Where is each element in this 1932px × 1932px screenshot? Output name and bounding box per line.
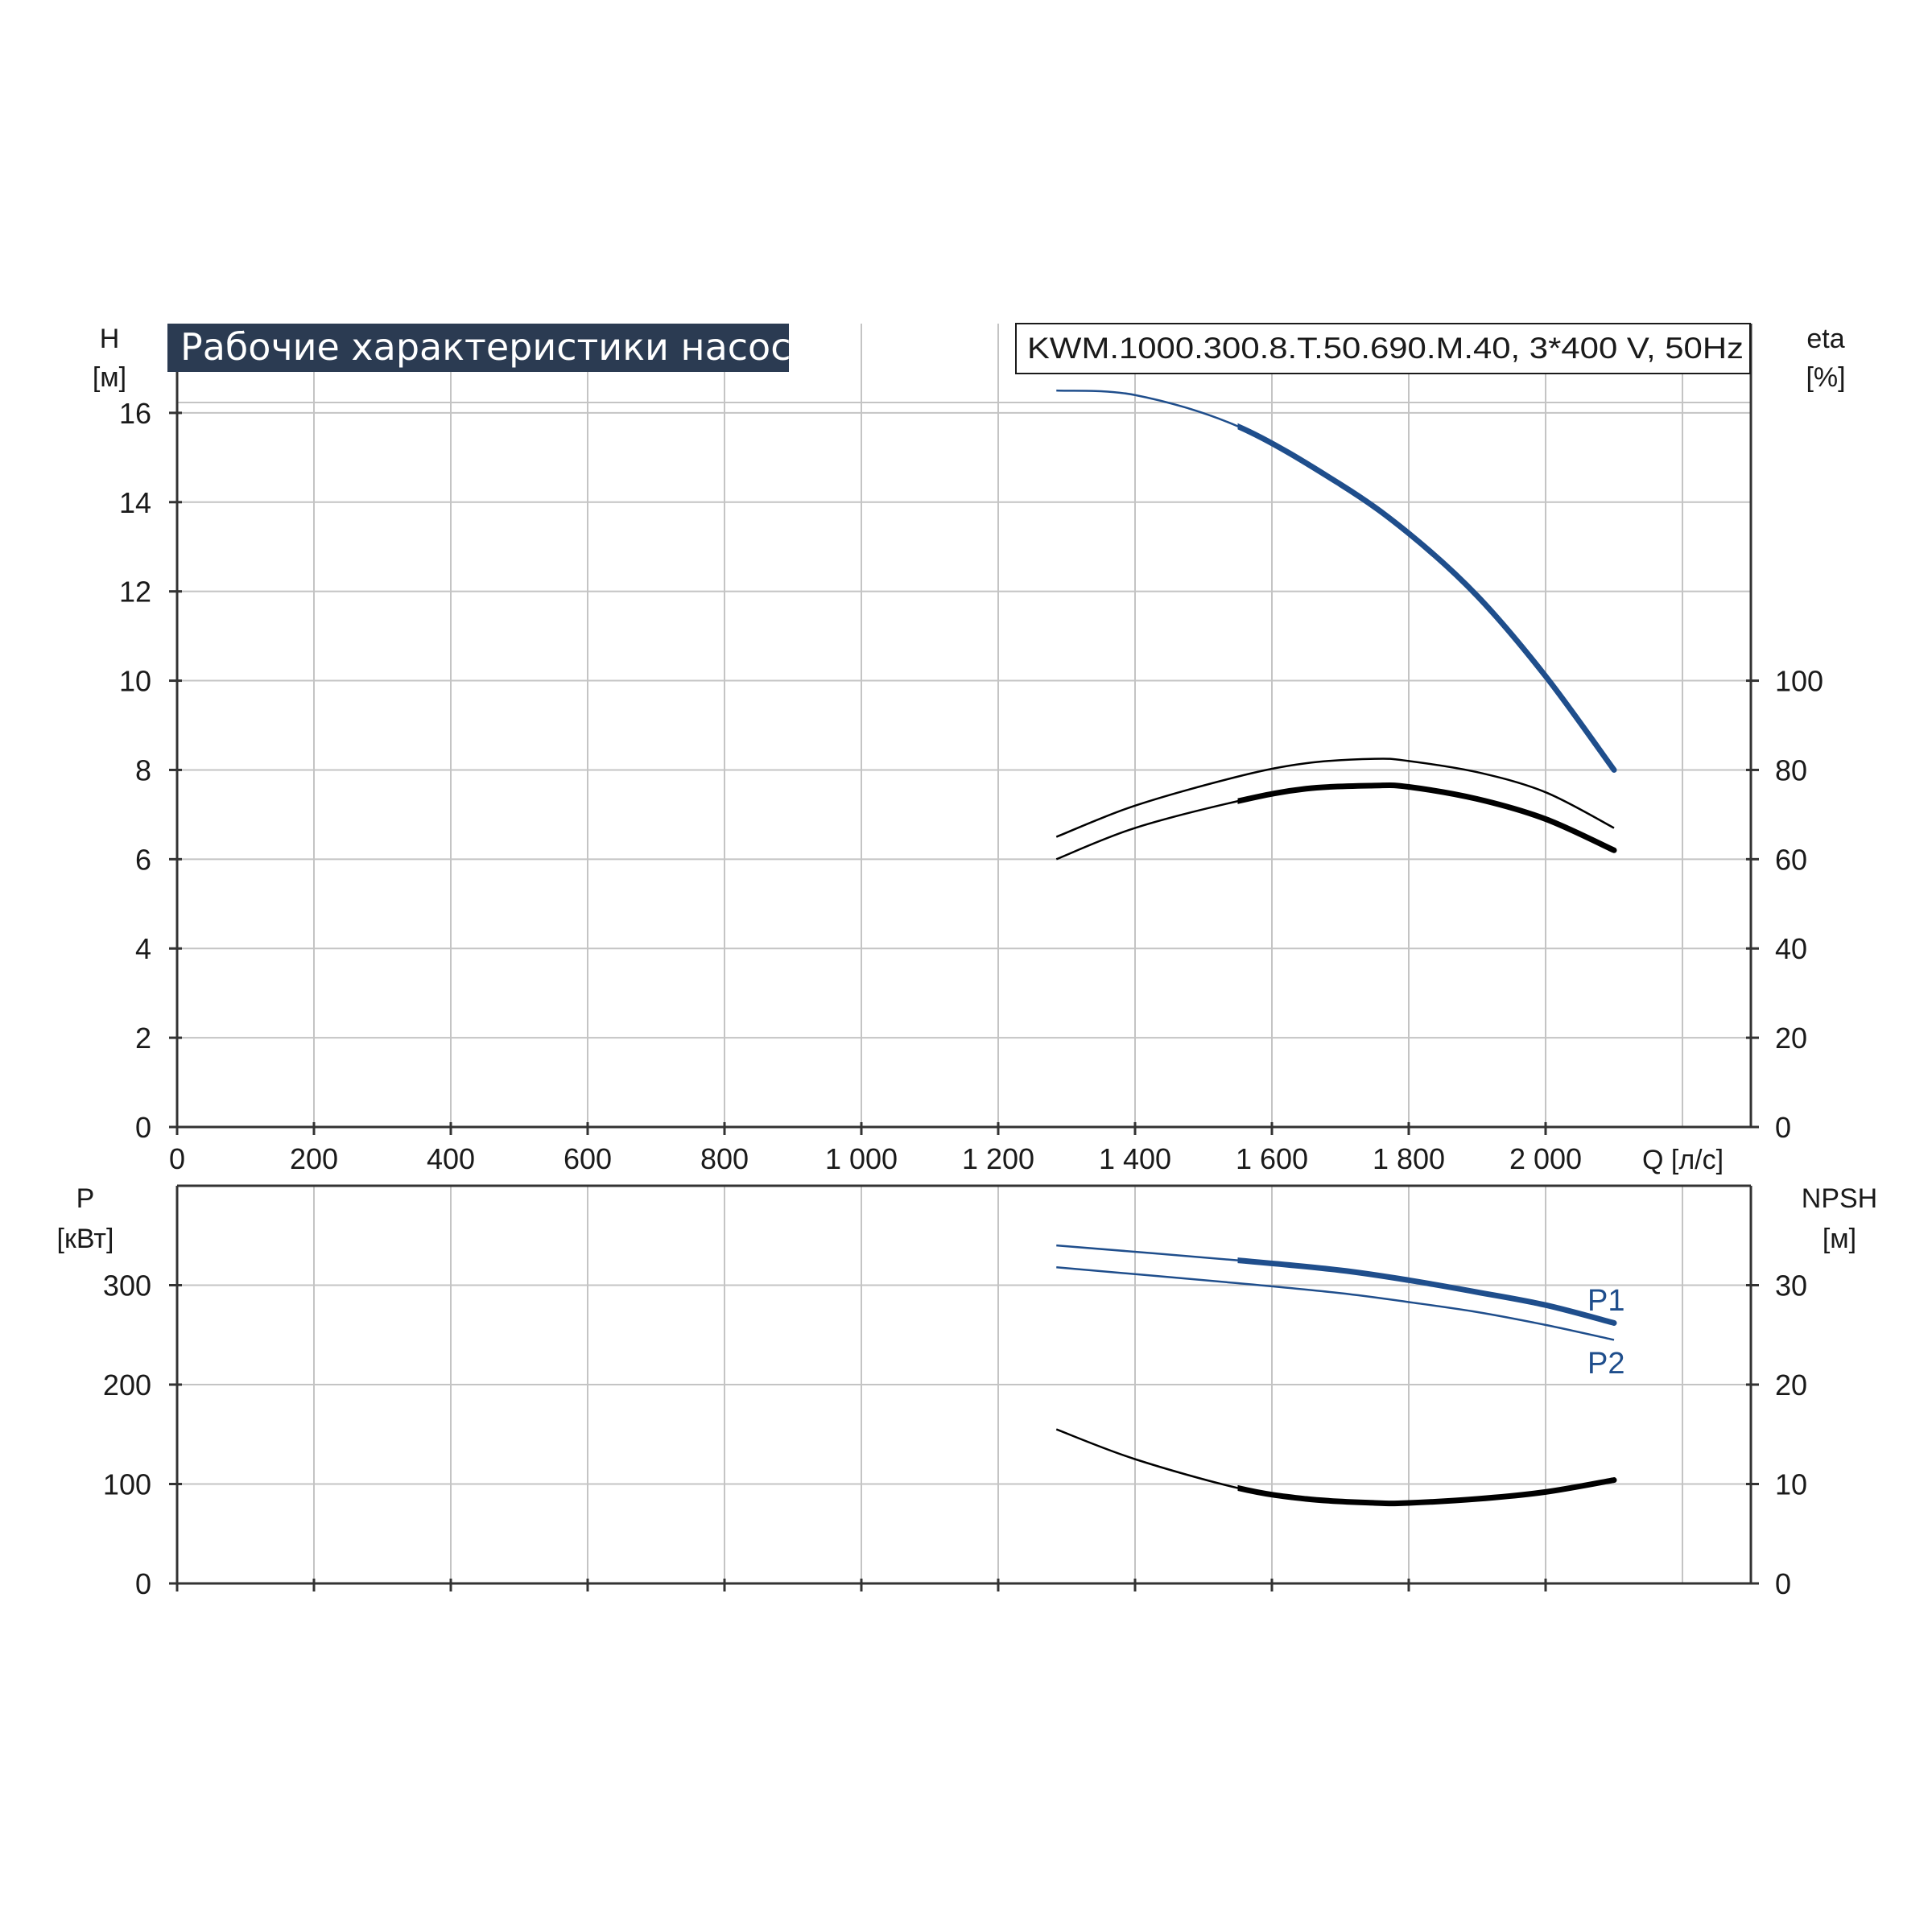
upper-right-tick-label: 80 [1775, 753, 1807, 786]
upper-left-tick-label: 0 [135, 1111, 151, 1144]
lower-left-axis-title-line2: [кВт] [57, 1224, 114, 1254]
upper-left-tick-label: 12 [119, 576, 151, 609]
x-tick-label: 1 200 [962, 1142, 1034, 1175]
x-tick-label: 2 000 [1509, 1142, 1582, 1175]
upper-left-axis-title-line2: [м] [93, 362, 126, 393]
upper-right-axis-title-line1: eta [1806, 324, 1844, 354]
chart-title-background [167, 324, 789, 372]
lower-left-axis-title-line1: P [76, 1183, 95, 1214]
chart-title: Рабочие характеристики насоса [180, 325, 814, 369]
upper-left-tick-label: 14 [119, 486, 151, 519]
x-tick-label: 1 400 [1099, 1142, 1171, 1175]
lower-right-tick-label: 20 [1775, 1368, 1807, 1402]
lower-left-tick-label: 100 [103, 1468, 151, 1501]
x-axis-title: Q [л/с] [1642, 1145, 1724, 1175]
lower-series-2-curve-duty-range [1237, 1477, 1617, 1507]
upper-left-tick-label: 10 [119, 665, 151, 698]
lower-right-axis-title-line1: NPSH [1802, 1183, 1877, 1214]
upper-left-tick-label: 6 [135, 843, 151, 876]
lower-left-tick-label: 200 [103, 1368, 151, 1402]
x-tick-label: 400 [427, 1142, 475, 1175]
upper-right-tick-label: 60 [1775, 843, 1807, 876]
upper-series-1-curve [1055, 758, 1615, 838]
upper-series-0-curve [1056, 389, 1616, 771]
lower-right-tick-label: 30 [1775, 1269, 1807, 1302]
lower-right-tick-label: 10 [1775, 1468, 1807, 1501]
upper-left-tick-label: 16 [119, 397, 151, 430]
upper-series-2-curve-duty-range [1237, 782, 1617, 853]
series-label-p1: P1 [1587, 1284, 1624, 1318]
model-label-box [1015, 323, 1751, 374]
x-tick-label: 200 [290, 1142, 338, 1175]
upper-right-tick-label: 100 [1775, 665, 1823, 698]
upper-left-tick-label: 4 [135, 932, 151, 965]
upper-right-axis-title-line2: [%] [1806, 362, 1845, 393]
lower-left-tick-label: 300 [103, 1269, 151, 1302]
upper-right-tick-label: 40 [1775, 932, 1807, 965]
lower-right-axis-title-line2: [м] [1823, 1224, 1856, 1254]
lower-left-tick-label: 0 [135, 1567, 151, 1600]
upper-series-0-curve-duty-range [1237, 423, 1617, 773]
upper-right-tick-label: 20 [1775, 1022, 1807, 1055]
model-label: KWM.1000.300.8.T.50.690.M.40, 3*400 V, 5… [1027, 332, 1744, 365]
grid-layer [177, 324, 1751, 1583]
x-tick-label: 1 600 [1236, 1142, 1308, 1175]
upper-right-tick-label: 0 [1775, 1111, 1791, 1144]
x-tick-label: 0 [169, 1142, 185, 1175]
x-tick-label: 600 [564, 1142, 612, 1175]
upper-series-2-curve [1055, 784, 1615, 861]
series-label-p2: P2 [1587, 1347, 1624, 1381]
upper-left-axis-title-line1: H [100, 324, 120, 354]
upper-left-tick-label: 2 [135, 1022, 151, 1055]
lower-series-p1-curve-duty-range [1237, 1257, 1617, 1326]
lower-series-p2-curve [1056, 1266, 1615, 1341]
x-tick-label: 800 [700, 1142, 749, 1175]
upper-left-tick-label: 8 [135, 753, 151, 786]
lower-right-tick-label: 0 [1775, 1567, 1791, 1600]
x-tick-label: 1 000 [825, 1142, 898, 1175]
lower-series-p1-curve [1056, 1244, 1615, 1324]
x-tick-label: 1 800 [1373, 1142, 1445, 1175]
curve-layer [1055, 389, 1617, 1507]
